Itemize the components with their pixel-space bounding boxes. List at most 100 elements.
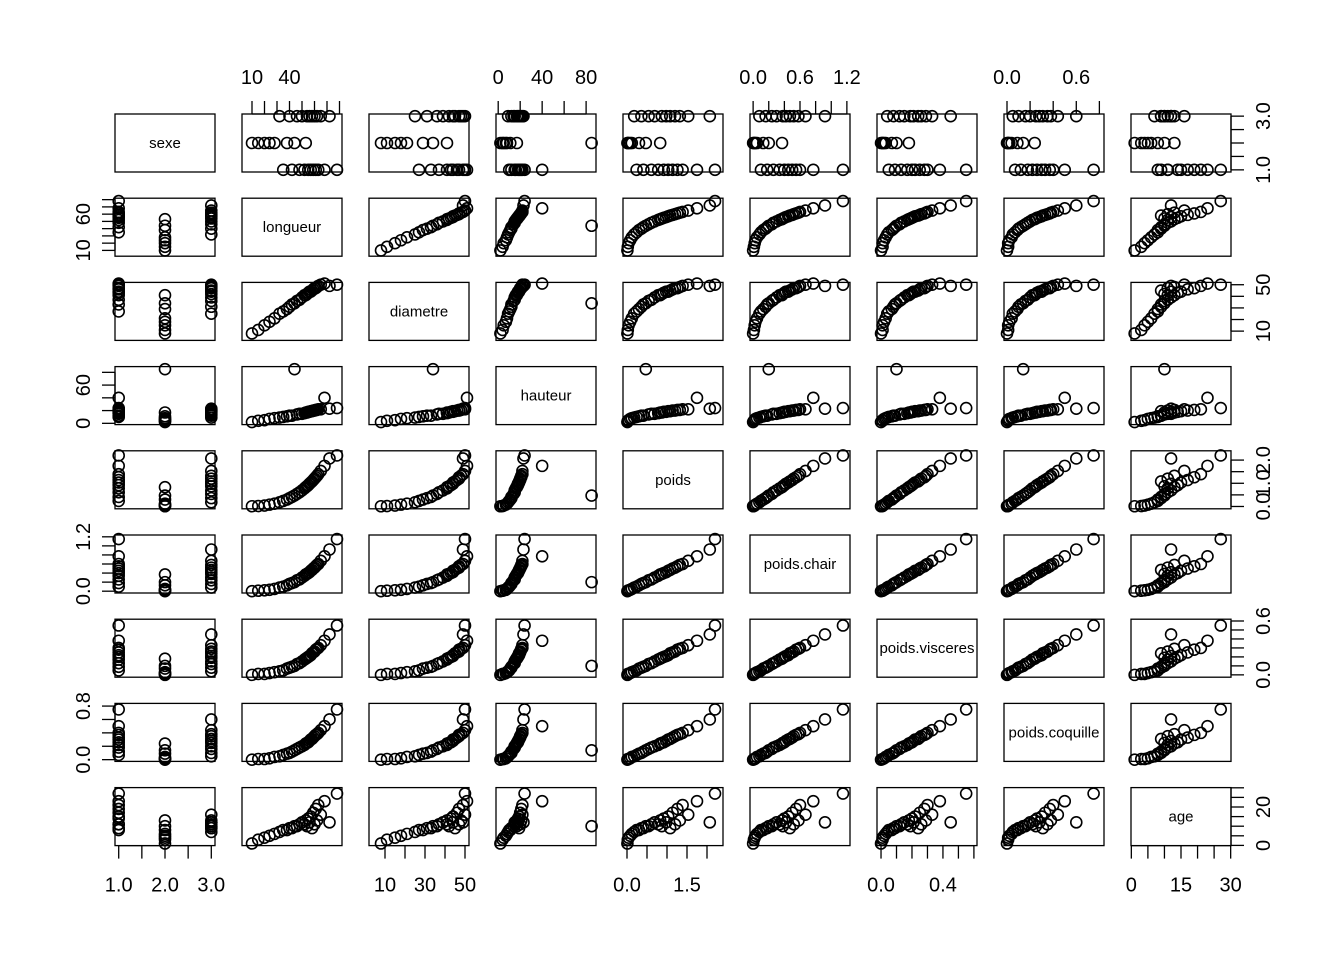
point — [310, 109, 324, 123]
point — [517, 816, 530, 829]
point — [1058, 277, 1072, 290]
point — [388, 236, 402, 250]
point — [1154, 647, 1168, 660]
point — [944, 713, 957, 726]
point — [454, 727, 468, 741]
point — [1148, 109, 1161, 123]
point — [1164, 452, 1178, 465]
point — [426, 362, 440, 376]
point — [703, 816, 717, 829]
point — [1008, 163, 1022, 177]
point — [793, 403, 807, 416]
point — [158, 568, 172, 581]
panel-frame — [241, 281, 343, 342]
point — [158, 750, 172, 764]
point — [1178, 723, 1191, 737]
variable-label: longueur — [263, 219, 321, 236]
point — [518, 278, 531, 292]
panel-frame — [876, 450, 978, 510]
panel-frame — [876, 113, 978, 173]
point — [1178, 403, 1191, 416]
point — [400, 411, 414, 425]
point — [799, 109, 812, 123]
panel-frame — [749, 702, 851, 763]
point — [635, 109, 648, 123]
point — [204, 642, 218, 656]
point — [204, 279, 218, 293]
point — [1058, 202, 1072, 215]
panel-frame — [1130, 702, 1232, 763]
point — [676, 205, 689, 219]
point — [770, 109, 783, 123]
point — [1069, 816, 1083, 829]
point — [1171, 735, 1184, 749]
point — [1161, 561, 1175, 574]
point — [424, 821, 438, 835]
y-tick-label: 0.0 — [1253, 661, 1275, 689]
point — [793, 798, 807, 812]
point — [535, 794, 549, 808]
point — [1201, 163, 1214, 177]
point — [258, 583, 271, 597]
point — [112, 802, 126, 816]
panel-frame — [749, 197, 851, 257]
point — [245, 753, 259, 766]
point — [1001, 323, 1015, 337]
point — [754, 163, 768, 177]
point — [535, 277, 549, 290]
panel-frame — [622, 450, 724, 510]
panel-frame — [876, 702, 978, 763]
point — [299, 136, 313, 150]
point — [314, 808, 328, 821]
point — [158, 737, 172, 750]
point — [901, 163, 914, 177]
panel-frame — [1130, 365, 1232, 426]
point — [1201, 719, 1214, 733]
panel-frame — [1003, 281, 1105, 342]
point — [959, 449, 973, 462]
y-tick-label: 0 — [1253, 840, 1275, 851]
point — [276, 823, 290, 837]
variable-label: poids — [655, 472, 691, 489]
point — [750, 827, 764, 841]
panel-frame — [368, 281, 470, 342]
point — [158, 819, 172, 833]
point — [314, 723, 328, 737]
y-tick-label: 60 — [73, 203, 95, 225]
point — [535, 163, 549, 177]
point — [1154, 284, 1168, 297]
point — [112, 401, 126, 415]
panel-frame — [876, 365, 978, 426]
point — [380, 752, 394, 766]
point — [416, 136, 430, 150]
panel-frame — [241, 618, 343, 678]
point — [1158, 362, 1171, 376]
point — [311, 163, 325, 177]
point — [793, 163, 807, 177]
point — [1044, 109, 1058, 123]
point — [959, 194, 973, 208]
point — [1164, 402, 1178, 415]
point — [517, 713, 530, 726]
variable-label: sexe — [149, 135, 181, 152]
point — [836, 619, 850, 632]
point — [933, 794, 947, 808]
point — [458, 194, 472, 208]
point — [890, 136, 903, 150]
point — [681, 403, 695, 416]
point — [112, 794, 126, 808]
point — [818, 109, 832, 123]
point — [245, 415, 259, 429]
point — [460, 549, 474, 563]
point — [1141, 315, 1155, 329]
point — [158, 319, 172, 332]
panel-frame — [622, 365, 724, 426]
panel-frame — [241, 702, 343, 763]
point — [1194, 163, 1208, 177]
point — [158, 288, 172, 302]
panel-frame — [876, 197, 978, 257]
point — [518, 619, 531, 632]
point — [318, 391, 331, 405]
point — [458, 449, 472, 462]
